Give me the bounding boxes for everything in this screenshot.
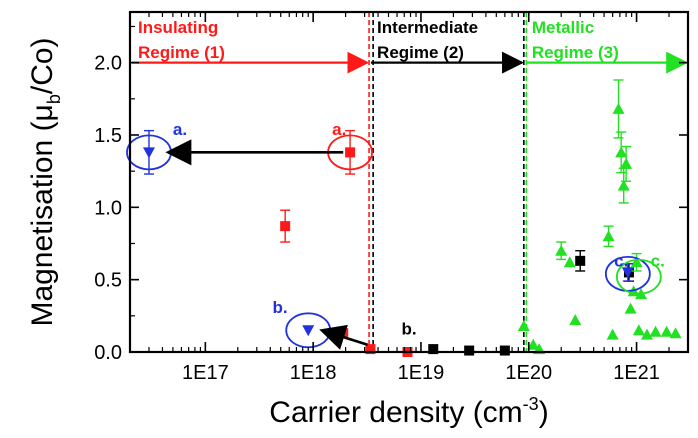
triangle-marker	[649, 325, 662, 337]
square-marker	[365, 344, 376, 355]
regime-1: Insulating Regime (1)	[132, 18, 370, 74]
square-marker	[575, 255, 586, 266]
data-point	[602, 225, 615, 248]
data-point	[464, 345, 475, 356]
triangle-marker	[606, 328, 619, 340]
annotation-layer: a. a. b. b. c. c.	[126, 120, 665, 350]
data-point	[563, 256, 576, 268]
point-annotation: a.	[332, 120, 346, 139]
regime-label-line1: Insulating	[138, 18, 218, 37]
data-point	[624, 302, 637, 314]
boundary-layer	[368, 12, 528, 352]
point-annotation: a.	[173, 120, 187, 139]
plot-frame	[128, 10, 690, 354]
regime-label-line2: Regime (1)	[138, 43, 225, 62]
triangle-marker	[527, 338, 540, 350]
series-group	[280, 129, 413, 357]
series-group	[428, 250, 634, 356]
highlight-circle	[615, 258, 662, 295]
data-point	[630, 252, 643, 272]
regime-label-line2: Regime (2)	[377, 43, 464, 62]
data-point	[649, 325, 662, 337]
data-point	[142, 129, 155, 175]
regime-3: Metallic Regime (3)	[525, 18, 689, 74]
transition-arrow	[319, 324, 369, 350]
triangle-marker	[615, 146, 628, 158]
data-layer	[142, 79, 682, 357]
regime-label-line1: Metallic	[532, 18, 594, 37]
triangle-marker	[617, 179, 630, 191]
triangle-marker	[563, 256, 576, 268]
triangle-marker	[602, 230, 615, 242]
triangle-marker	[555, 244, 568, 256]
triangle-marker	[632, 324, 645, 336]
series-group	[517, 79, 682, 355]
down-triangle-marker	[621, 267, 634, 279]
y-tick-label: 1.0	[94, 197, 122, 219]
x-tick-label: 1E21	[613, 362, 660, 384]
square-marker	[345, 147, 356, 158]
data-point	[620, 145, 633, 182]
point-annotation: b.	[402, 320, 417, 339]
data-point	[365, 344, 376, 355]
square-marker	[428, 344, 439, 355]
data-point	[555, 241, 568, 261]
data-point	[280, 209, 291, 243]
data-point	[632, 324, 645, 336]
data-point	[612, 79, 625, 139]
x-tick-label: 1E20	[505, 362, 552, 384]
triangle-marker	[641, 328, 654, 340]
y-tick-label: 0.5	[94, 270, 122, 292]
regime-layer: Insulating Regime (1) Intermediate Regime (…	[132, 18, 689, 74]
triangle-marker	[569, 314, 582, 326]
triangle-marker	[630, 256, 643, 268]
series-group	[142, 129, 634, 337]
square-marker	[280, 221, 291, 232]
y-axis-label: Magnetisation (μb/Co)	[26, 37, 64, 326]
data-point	[302, 325, 315, 337]
point-annotation: b.	[273, 298, 288, 317]
x-tick-label: 1E17	[182, 362, 229, 384]
triangle-marker	[612, 102, 625, 114]
triangle-marker	[660, 325, 673, 337]
data-point	[428, 344, 439, 355]
down-triangle-marker	[302, 325, 315, 337]
data-point	[345, 129, 356, 175]
x-tick-label: 1E19	[398, 362, 445, 384]
data-point	[660, 325, 673, 337]
triangle-marker	[620, 157, 633, 169]
triangle-marker	[517, 319, 530, 331]
x-tick-label: 1E18	[290, 362, 337, 384]
regime-label-line2: Regime (3)	[532, 43, 619, 62]
square-marker	[464, 345, 475, 356]
triangle-marker	[624, 302, 637, 314]
y-tick-label: 1.5	[94, 125, 122, 147]
data-point	[641, 328, 654, 340]
y-tick-label: 2.0	[94, 53, 122, 75]
y-tick-label: 0.0	[94, 342, 122, 364]
data-point	[669, 327, 682, 339]
data-point	[517, 319, 530, 331]
tick-layer: 1E17 1E18 1E19 1E20 1E21 0.0 0.5 1.0 1.5 2.0	[94, 12, 689, 384]
triangle-marker	[669, 327, 682, 339]
data-point	[527, 338, 540, 350]
data-point	[606, 328, 619, 340]
data-point	[575, 250, 586, 272]
regime-2: Intermediate Regime (2)	[371, 18, 525, 74]
data-point	[615, 131, 628, 174]
x-axis-label: Carrier density (cm-3)	[269, 394, 548, 429]
regime-label-line1: Intermediate	[377, 18, 478, 37]
point-annotation: c.	[651, 252, 665, 271]
data-point	[617, 167, 630, 204]
down-triangle-marker	[142, 147, 155, 159]
data-point	[569, 314, 582, 326]
point-annotation: c.	[614, 252, 628, 271]
